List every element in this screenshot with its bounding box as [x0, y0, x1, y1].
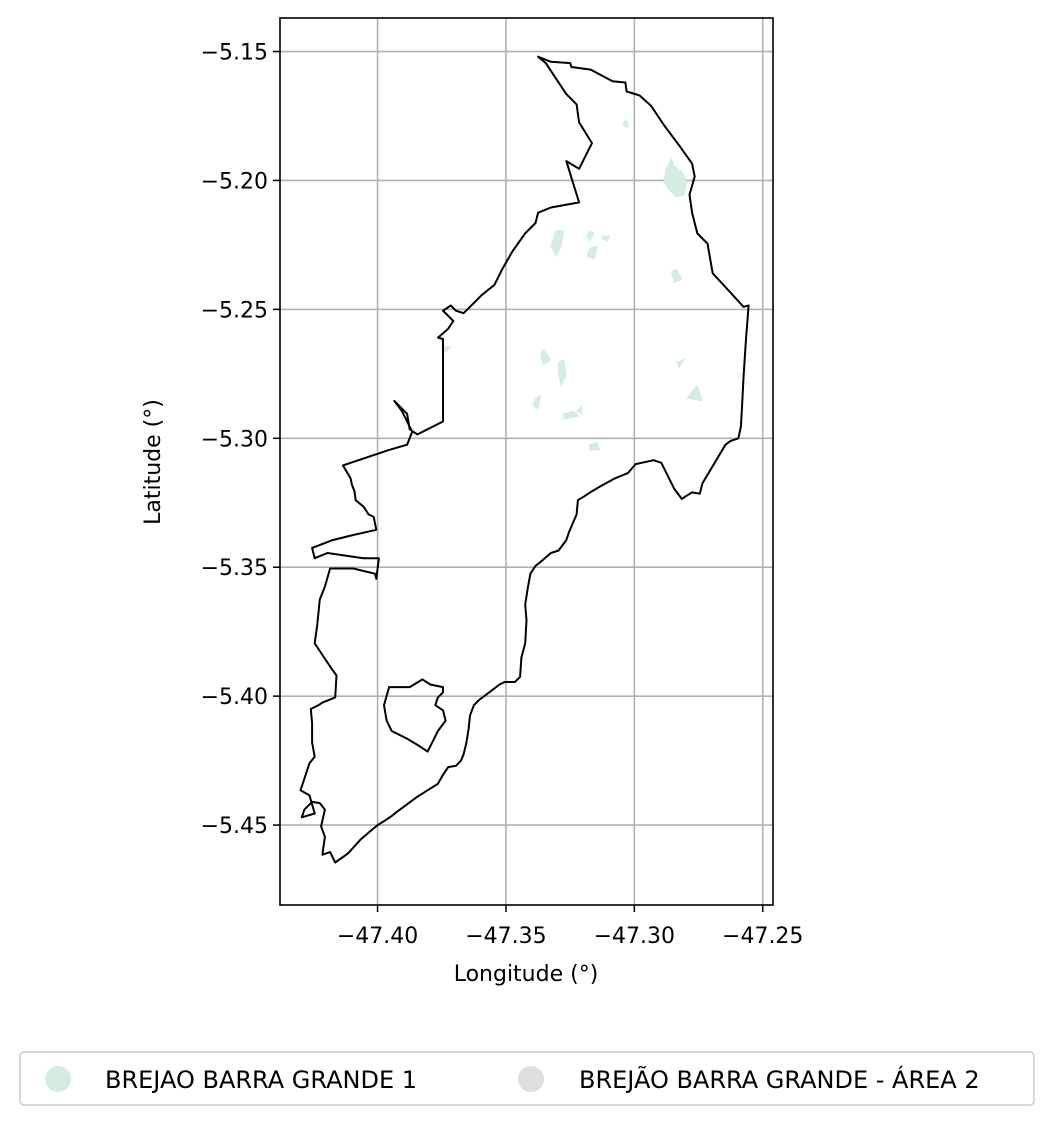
- boundary-enclave-outline: [383, 678, 447, 753]
- wetland-patch-15: [442, 346, 453, 353]
- legend-label-brejao-barra-grande-1: BREJAO BARRA GRANDE 1: [105, 1066, 417, 1094]
- wetland-patch-11: [686, 384, 704, 402]
- gridlines: [280, 18, 773, 905]
- wetland-patch-8: [558, 358, 567, 387]
- x-tick-label-2: −47.30: [594, 924, 675, 949]
- y-axis-ticks: −5.15 −5.20 −5.25 −5.30 −5.35 −5.40 −5.45: [201, 41, 280, 839]
- legend-marker-brejao-barra-grande-1: [45, 1066, 71, 1092]
- wetland-patch-9: [532, 394, 542, 410]
- wetland-patch-10: [563, 410, 581, 420]
- boundary-outline: [299, 55, 750, 864]
- legend-marker-brejao-barra-grande-area-2: [518, 1066, 544, 1092]
- legend: BREJAO BARRA GRANDE 1 BREJÃO BARRA GRAND…: [19, 1051, 1035, 1106]
- x-axis-ticks: −47.40 −47.35 −47.30 −47.25: [337, 905, 803, 949]
- wetland-patch-12: [675, 358, 686, 369]
- y-tick-label-0: −5.15: [201, 41, 268, 66]
- x-tick-label-3: −47.25: [722, 924, 803, 949]
- y-tick-label-6: −5.45: [201, 814, 268, 839]
- wetland-patch-3: [586, 230, 596, 242]
- legend-label-brejao-barra-grande-area-2: BREJÃO BARRA GRANDE - ÁREA 2: [579, 1064, 980, 1094]
- x-tick-label-1: −47.35: [465, 924, 546, 949]
- wetland-patches: [442, 119, 704, 451]
- wetland-patch-14: [575, 404, 583, 415]
- wetland-patch-1: [663, 157, 688, 198]
- wetland-patch-13: [588, 441, 601, 451]
- x-tick-label-0: −47.40: [337, 924, 418, 949]
- y-tick-label-3: −5.30: [201, 427, 268, 452]
- y-tick-label-4: −5.35: [201, 556, 268, 581]
- wetland-patch-0: [622, 119, 629, 129]
- wetland-patch-2: [550, 230, 565, 258]
- y-tick-label-5: −5.40: [201, 685, 268, 710]
- wetland-patch-6: [671, 268, 683, 283]
- wetland-patch-7: [540, 348, 552, 366]
- wetland-patch-4: [601, 235, 611, 242]
- x-axis-label: Longitude (°): [454, 962, 599, 987]
- y-tick-label-2: −5.25: [201, 298, 268, 323]
- plot-frame: [279, 17, 774, 906]
- municipality-boundary: [299, 55, 750, 864]
- wetland-patch-5: [586, 245, 598, 260]
- y-axis-label: Latitude (°): [141, 399, 166, 525]
- y-tick-label-1: −5.20: [201, 169, 268, 194]
